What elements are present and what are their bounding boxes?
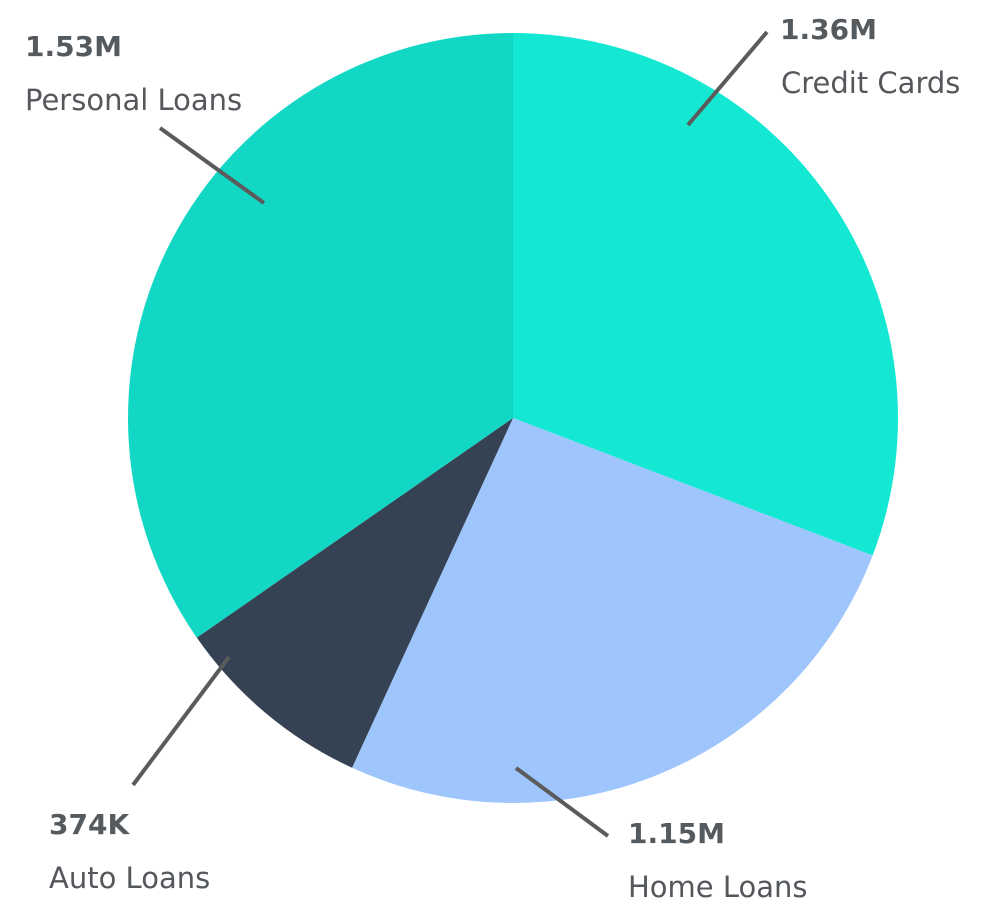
- category-label-credit-cards: Credit Cards: [781, 66, 960, 100]
- leader-line-auto-loans: [131, 655, 231, 787]
- pie-labels: 1.36M Credit Cards 1.15M Home Loans 374K Auto…: [25, 13, 960, 904]
- category-label-auto-loans: Auto Loans: [49, 861, 210, 895]
- slice-personal-loans[interactable]: [128, 33, 513, 638]
- value-label-home-loans: 1.15M: [628, 817, 725, 850]
- leader-line-credit-cards: [686, 30, 769, 127]
- category-label-home-loans: Home Loans: [628, 870, 808, 904]
- leader-line-personal-loans: [158, 126, 266, 205]
- value-label-personal-loans: 1.53M: [25, 30, 122, 63]
- slice-home-loans[interactable]: [352, 418, 873, 803]
- slice-credit-cards[interactable]: [513, 33, 898, 556]
- value-label-auto-loans: 374K: [49, 808, 130, 841]
- pie-slices: [128, 33, 898, 803]
- category-label-personal-loans: Personal Loans: [25, 83, 242, 117]
- value-label-credit-cards: 1.36M: [780, 13, 877, 46]
- leader-line-home-loans: [514, 766, 610, 838]
- slice-auto-loans[interactable]: [196, 418, 514, 768]
